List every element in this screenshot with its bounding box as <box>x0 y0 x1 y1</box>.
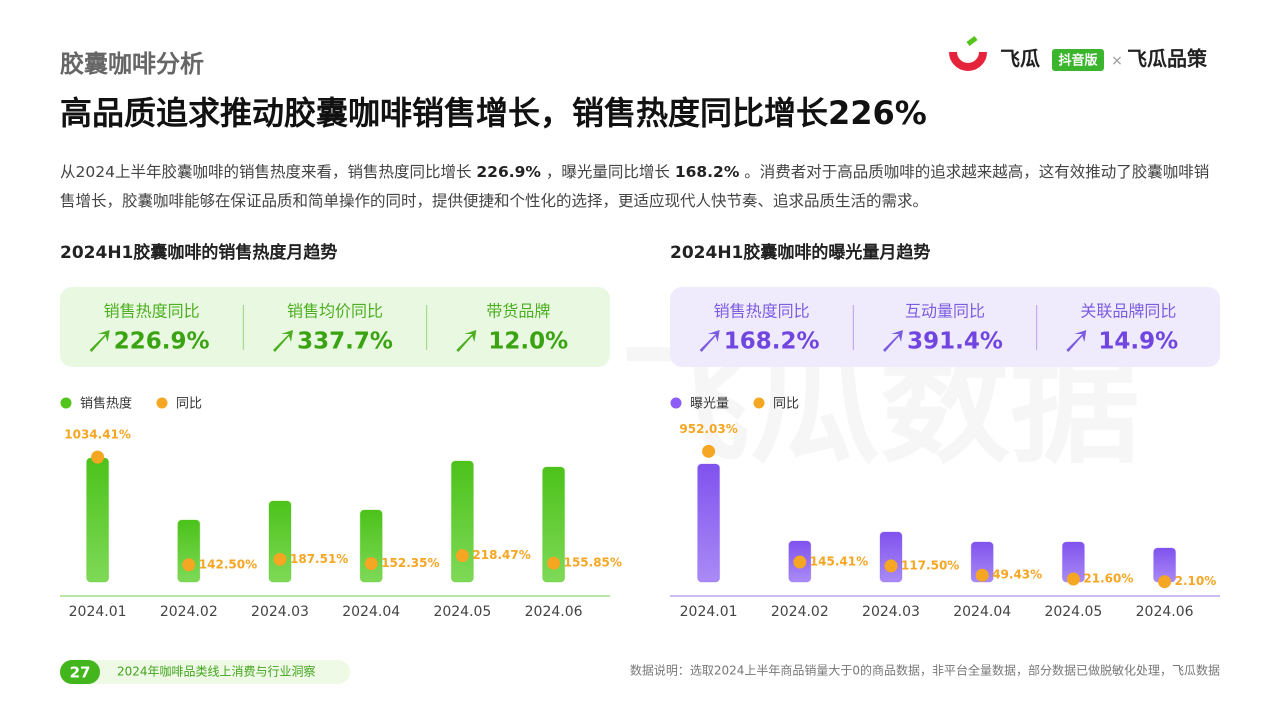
bar <box>879 531 903 583</box>
yoy-label: 49.43% <box>992 568 1042 582</box>
legend-swatch <box>753 397 765 409</box>
yoy-dot <box>793 555 807 569</box>
legend-label: 曝光量 <box>690 397 729 412</box>
kpi-label: 销售热度同比 <box>714 302 810 321</box>
kpi-value: 168.2% <box>724 329 820 355</box>
page-number: 27 <box>70 664 91 682</box>
legend-label: 同比 <box>773 397 799 412</box>
legend-swatch <box>60 397 72 409</box>
yoy-dot <box>1158 575 1172 589</box>
paragraph-text: 从2024上半年胶囊咖啡的销售热度来看，销售热度同比增长 <box>60 163 477 181</box>
x-tick-label: 2024.04 <box>342 604 400 620</box>
yoy-label: 2.10% <box>1175 574 1217 588</box>
yoy-dot <box>547 556 561 570</box>
x-tick-label: 2024.03 <box>251 604 309 620</box>
kpi-value: 14.9% <box>1098 329 1178 355</box>
yoy-label: 117.50% <box>901 558 959 572</box>
yoy-label: 218.47% <box>472 548 530 562</box>
yoy-dot <box>364 557 378 571</box>
chart-title: 2024H1胶囊咖啡的销售热度月趋势 <box>60 242 337 263</box>
x-tick-label: 2024.02 <box>160 604 218 620</box>
paragraph: 从2024上半年胶囊咖啡的销售热度来看，销售热度同比增长 226.9% ，曝光量… <box>60 158 1222 216</box>
yoy-label: 142.50% <box>199 557 257 571</box>
bar <box>86 457 110 583</box>
yoy-dot <box>91 450 105 464</box>
yoy-dot <box>455 549 469 563</box>
bar <box>359 509 383 583</box>
kpi-value: 391.4% <box>907 329 1003 355</box>
x-tick-label: 2024.05 <box>1044 604 1102 620</box>
x-tick-label: 2024.02 <box>771 604 829 620</box>
logo-brand: 飞瓜 <box>1000 47 1040 71</box>
x-tick-label: 2024.06 <box>1136 604 1194 620</box>
bar <box>177 519 201 583</box>
yoy-dot <box>273 552 287 566</box>
yoy-label: 152.35% <box>381 556 439 570</box>
kpi-arrow <box>699 330 720 352</box>
chart-title: 2024H1胶囊咖啡的曝光量月趋势 <box>670 242 930 263</box>
kpi-box <box>60 287 610 367</box>
x-tick-label: 2024.03 <box>862 604 920 620</box>
yoy-label: 1034.41% <box>64 428 131 442</box>
kpi-arrow <box>456 330 477 352</box>
legend-label: 同比 <box>176 397 202 412</box>
yoy-dot <box>182 558 196 572</box>
footer-pill <box>60 660 350 684</box>
logo-partner: 飞瓜品策 <box>1127 47 1208 71</box>
kpi-value: 226.9% <box>114 329 210 355</box>
data-note: 数据说明：选取2024上半年商品销量大于0的商品数据，非平台全量数据，部分数据已… <box>630 663 1220 678</box>
yoy-label: 145.41% <box>810 555 868 569</box>
bar <box>450 460 474 583</box>
yoy-label: 21.60% <box>1083 572 1133 586</box>
x-tick-label: 2024.01 <box>680 604 738 620</box>
kpi-arrow <box>89 330 110 352</box>
x-tick-label: 2024.04 <box>953 604 1011 620</box>
section-title: 胶囊咖啡分析 <box>60 50 204 78</box>
logo-badge: 抖音版 <box>1058 53 1097 69</box>
kpi-arrow <box>273 330 293 352</box>
yoy-dot <box>702 444 716 458</box>
yoy-dot <box>975 568 989 582</box>
yoy-label: 155.85% <box>564 556 622 570</box>
x-tick-label: 2024.01 <box>69 604 127 620</box>
kpi-box <box>670 287 1220 367</box>
paragraph-text: 。消费者对于高品质咖啡的追求越来越高，这有效推动了胶囊咖啡销售增长，胶囊咖啡能够… <box>60 163 1210 210</box>
kpi-label: 销售热度同比 <box>104 302 200 321</box>
bar <box>697 463 721 583</box>
yoy-label: 952.03% <box>679 422 737 436</box>
bar <box>268 500 292 583</box>
report-name: 2024年咖啡品类线上消费与行业洞察 <box>117 664 316 679</box>
paragraph-highlight: 226.9% <box>476 163 541 181</box>
yoy-label: 187.51% <box>290 552 348 566</box>
paragraph-text: ，曝光量同比增长 <box>540 163 675 181</box>
logo-separator: × <box>1111 53 1123 69</box>
yoy-dot <box>1066 572 1080 586</box>
kpi-label: 带货品牌 <box>486 302 550 321</box>
kpi-value: 12.0% <box>488 329 568 355</box>
kpi-value: 337.7% <box>297 329 393 355</box>
legend-label: 销售热度 <box>80 396 132 412</box>
logo-icon <box>949 51 987 71</box>
x-tick-label: 2024.06 <box>525 604 583 620</box>
headline: 高品质追求推动胶囊咖啡销售增长，销售热度同比增长226% <box>60 94 927 132</box>
kpi-label: 关联品牌同比 <box>1080 302 1176 321</box>
logo-leaf <box>966 36 978 46</box>
yoy-dot <box>884 559 898 573</box>
kpi-label: 互动量同比 <box>905 302 985 321</box>
bar <box>542 466 566 583</box>
x-tick-label: 2024.05 <box>433 604 491 620</box>
page-badge <box>60 660 100 684</box>
logo-badge-bg <box>1052 49 1104 71</box>
legend-swatch <box>156 397 168 409</box>
kpi-label: 销售均价同比 <box>287 302 383 321</box>
kpi-arrow <box>1066 330 1087 352</box>
paragraph-highlight: 168.2% <box>674 163 740 181</box>
legend-swatch <box>670 397 682 409</box>
kpi-arrow <box>883 330 903 352</box>
